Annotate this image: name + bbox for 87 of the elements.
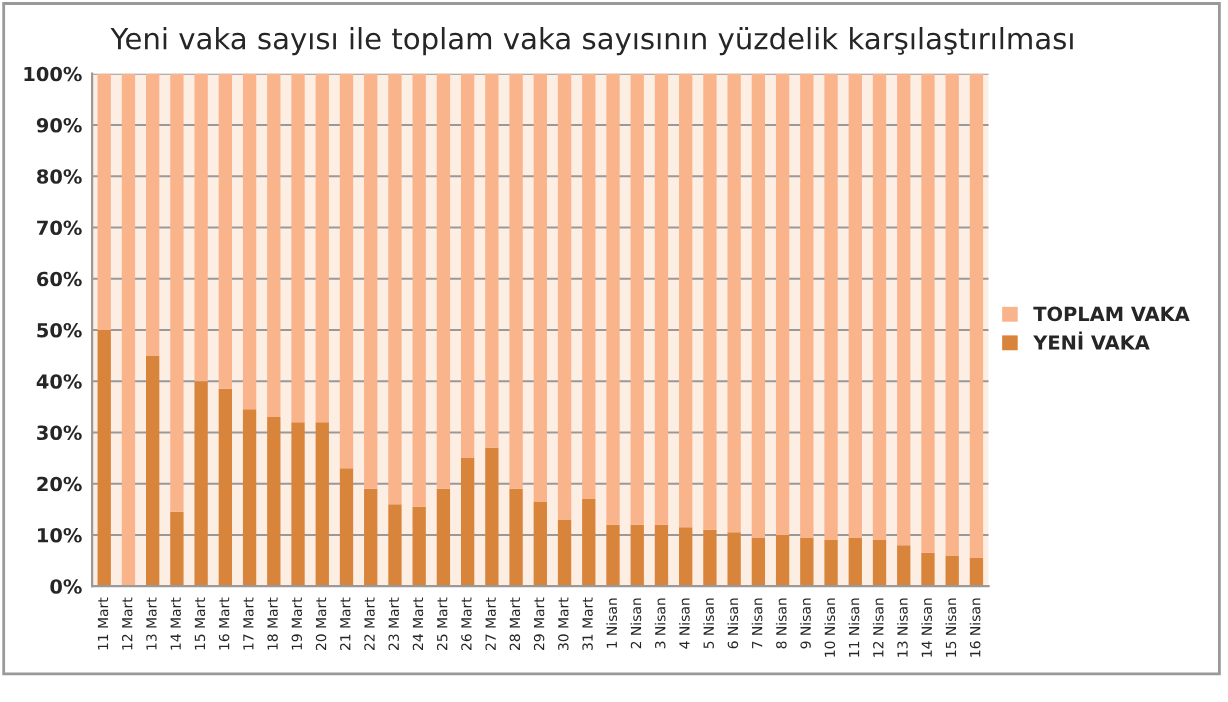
bar [848, 73, 862, 538]
bar [775, 73, 790, 535]
bar [339, 468, 354, 587]
bar [315, 422, 329, 587]
bar [533, 501, 547, 587]
bar [945, 73, 959, 556]
bar [703, 529, 717, 587]
y-tick-label: 60% [37, 271, 82, 287]
bar [751, 73, 766, 538]
bar [194, 381, 208, 587]
bar [388, 504, 402, 587]
bar [824, 540, 838, 587]
bar [654, 524, 669, 587]
bar [460, 73, 475, 459]
bar [460, 458, 475, 587]
y-tick-label: 70% [37, 220, 82, 236]
legend-label: TOPLAM VAKA [1033, 306, 1190, 322]
bar [703, 73, 717, 530]
y-tick-label: 40% [36, 374, 82, 389]
bar [630, 73, 644, 525]
bar [121, 73, 136, 587]
bar [485, 447, 499, 587]
y-tick-label: 0% [50, 579, 82, 594]
bar [436, 488, 451, 587]
bar [315, 73, 329, 423]
bar [921, 552, 935, 587]
bar [582, 499, 596, 587]
bar [727, 73, 741, 533]
bar [606, 524, 620, 587]
bar [969, 557, 984, 587]
bar [412, 73, 426, 507]
bar [388, 73, 402, 505]
bar [218, 73, 233, 389]
bar [170, 73, 184, 512]
legend-label: YENİ VAKA [1033, 331, 1150, 350]
bar [897, 73, 911, 546]
bar [921, 73, 935, 553]
y-tick-label: 10% [38, 527, 82, 543]
bar [170, 511, 184, 587]
bar [267, 417, 281, 587]
bar [727, 532, 741, 587]
y-tick-label: 30% [37, 425, 82, 441]
bar [945, 555, 959, 587]
bar [509, 73, 523, 489]
bar [97, 73, 111, 330]
y-tick-label: 50% [37, 322, 82, 338]
bar [557, 73, 572, 520]
y-tick-label: 90% [36, 117, 82, 133]
bar [679, 527, 693, 587]
bar [800, 73, 814, 538]
bar [509, 488, 523, 587]
bar [848, 537, 862, 587]
bar [339, 73, 354, 469]
bar [969, 73, 984, 558]
bar [97, 329, 111, 587]
bar [630, 524, 644, 587]
bar [800, 537, 814, 587]
bar [557, 519, 572, 587]
bar [194, 73, 208, 382]
bar [412, 506, 426, 587]
y-tick-label: 100% [24, 66, 82, 82]
bar [582, 73, 596, 500]
bar [775, 534, 790, 587]
bar [679, 73, 693, 528]
bar [242, 73, 257, 410]
bar [291, 422, 305, 587]
bar [146, 355, 160, 587]
bar [364, 73, 378, 489]
bar [218, 388, 233, 587]
bar [606, 73, 620, 525]
bar [533, 73, 547, 502]
bar [436, 73, 451, 489]
bar [897, 545, 911, 587]
bar [242, 409, 257, 587]
bar [267, 73, 281, 418]
chart-title: Yeni vaka sayısı ile toplam vaka sayısının yüzdelik karşılaştırılması [110, 26, 1073, 56]
bar [872, 73, 887, 541]
bar [824, 73, 838, 541]
y-tick-label: 80% [37, 169, 82, 184]
bar [146, 73, 160, 356]
bar [654, 73, 669, 525]
bar [291, 73, 305, 423]
bar [364, 488, 378, 587]
bar [751, 537, 766, 587]
y-tick-label: 20% [37, 476, 82, 492]
bar [485, 73, 499, 448]
bar [872, 540, 887, 587]
